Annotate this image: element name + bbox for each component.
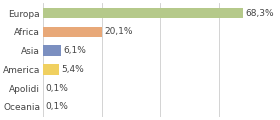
Text: 0,1%: 0,1% <box>46 84 68 93</box>
Text: 5,4%: 5,4% <box>61 65 84 74</box>
Text: 6,1%: 6,1% <box>63 46 86 55</box>
Bar <box>43 64 59 75</box>
Bar <box>43 8 243 18</box>
Text: 68,3%: 68,3% <box>245 9 274 18</box>
Bar <box>43 45 61 56</box>
Text: 0,1%: 0,1% <box>46 102 68 111</box>
Text: 20,1%: 20,1% <box>104 27 133 36</box>
Bar <box>43 27 102 37</box>
